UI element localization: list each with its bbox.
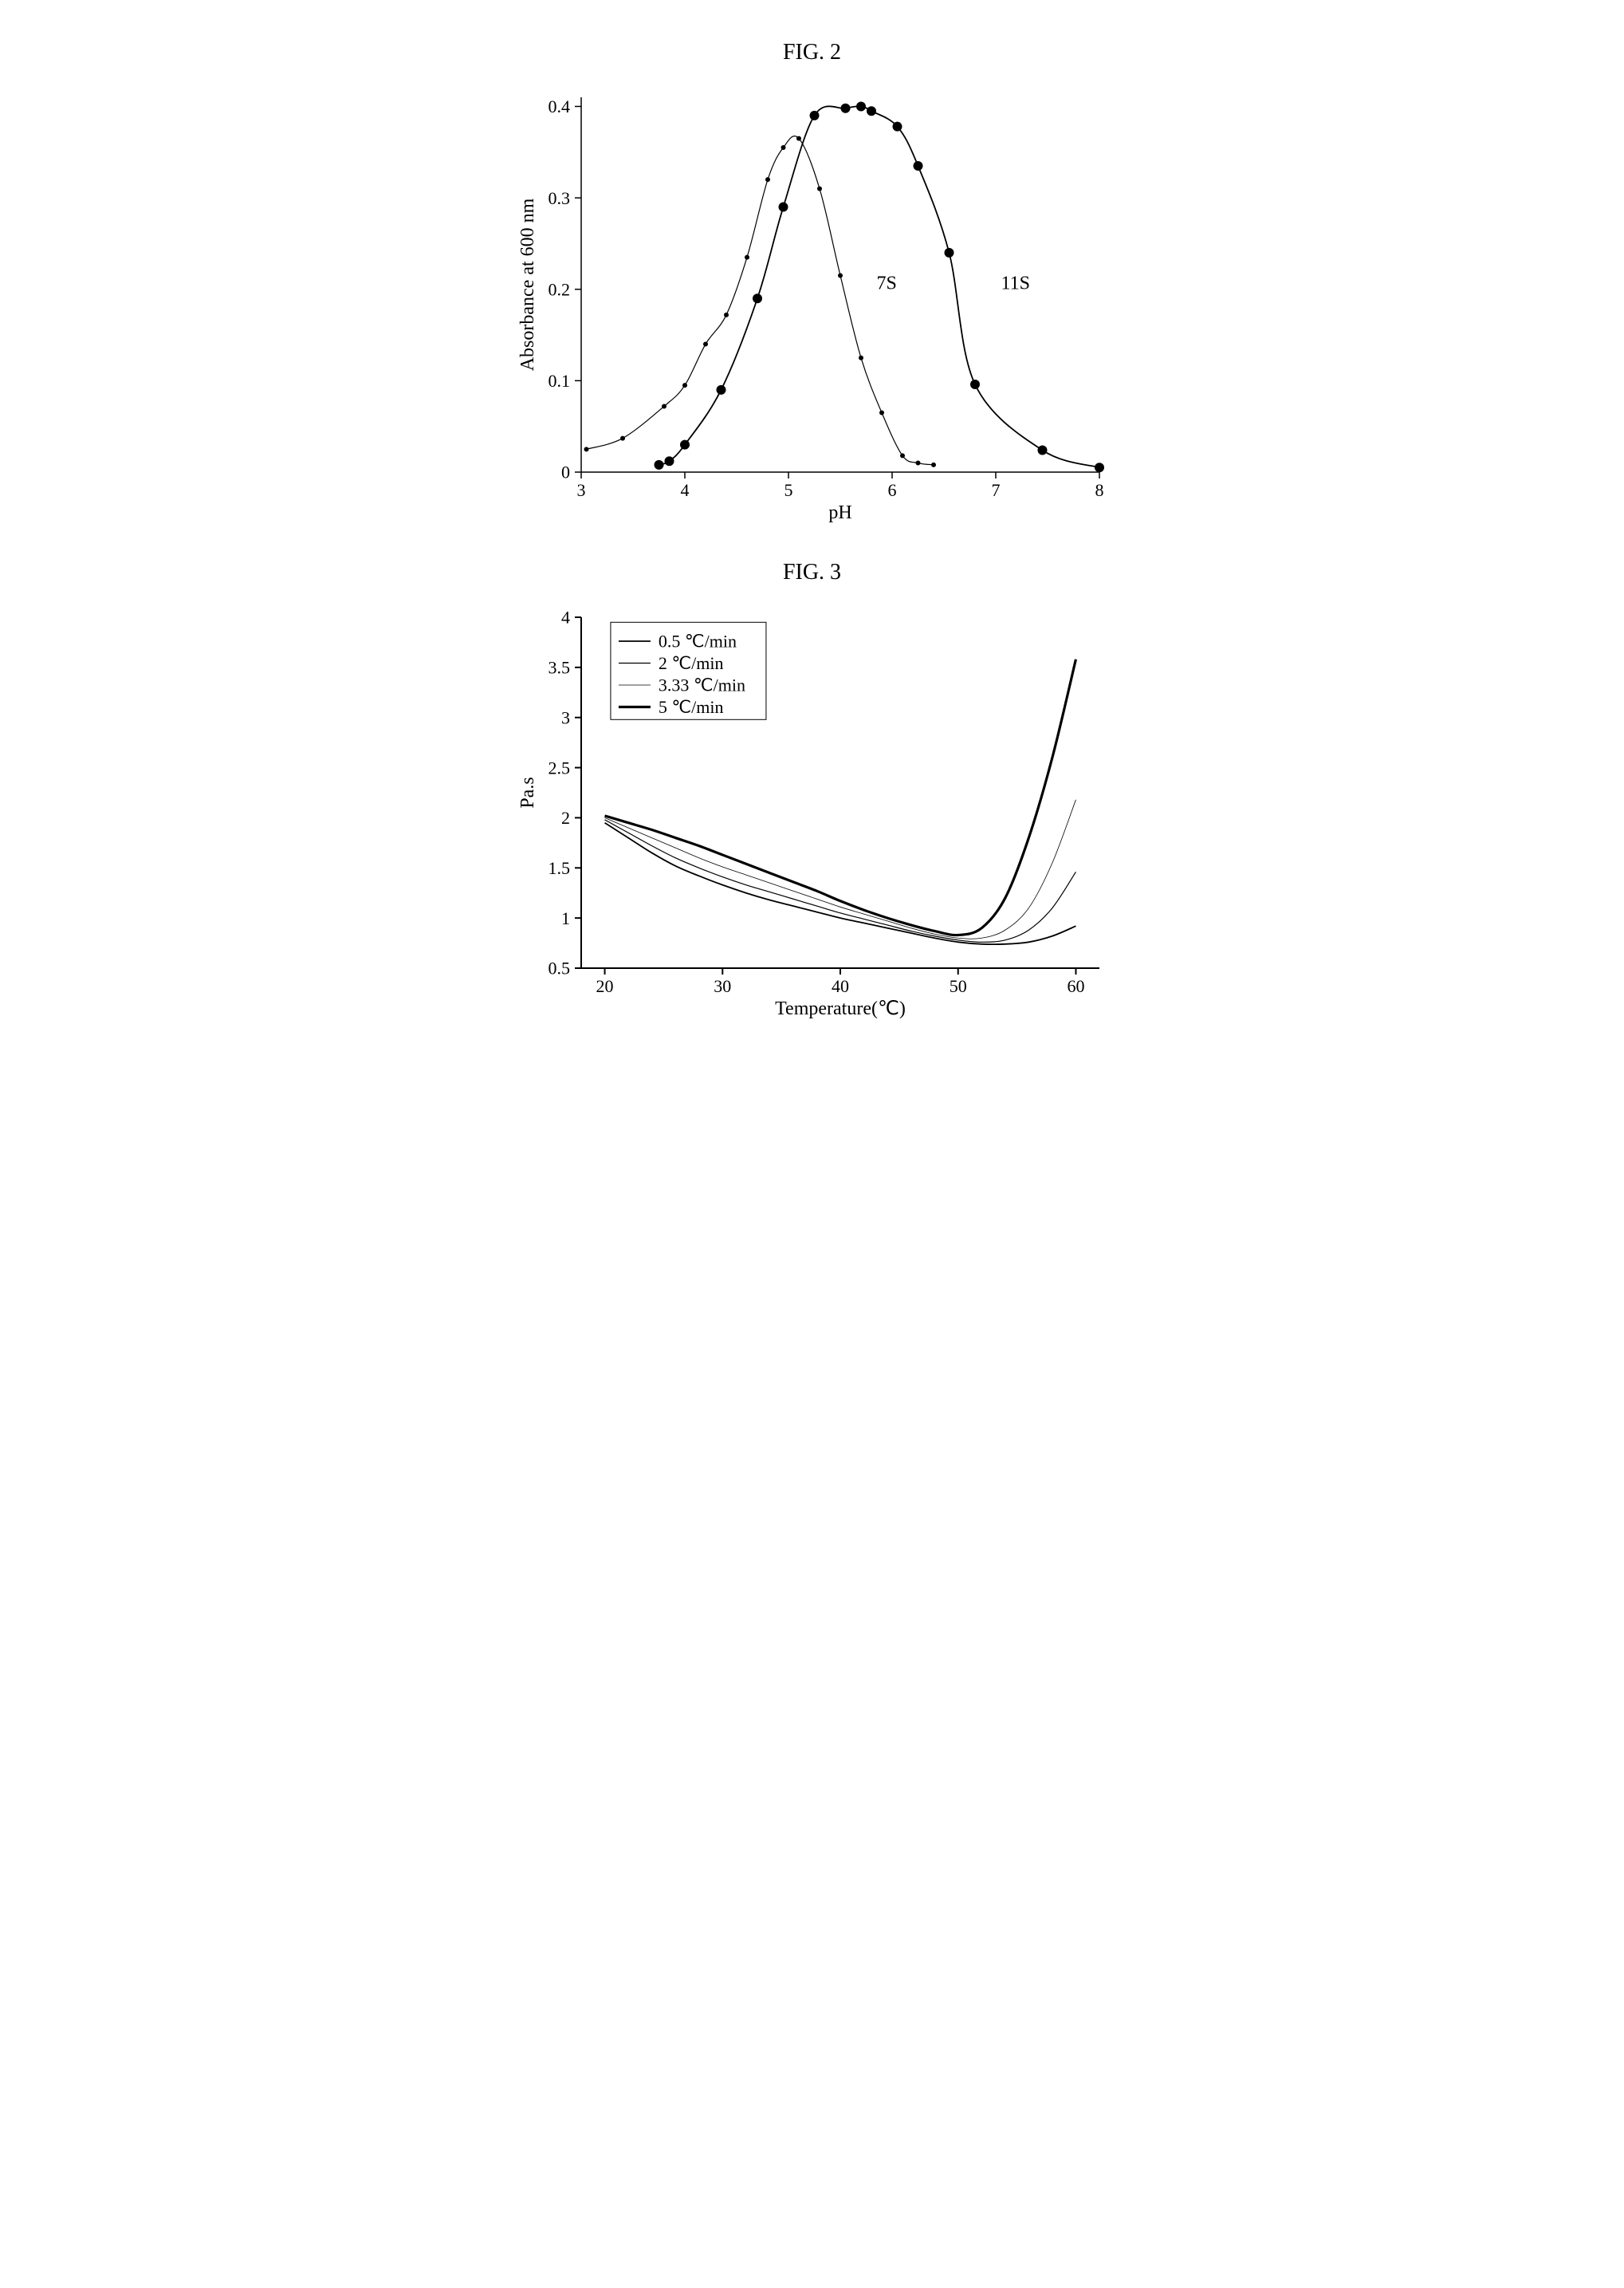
series-line-r05 [604,823,1075,944]
y-tick-label: 1 [561,908,570,928]
series-marker-11S [753,293,762,303]
series-marker-7S [662,404,667,408]
x-axis-label: Temperature(℃) [775,998,906,1019]
fig3-chart: 20 30 40 50 60 0.5 1 1.5 2 2.5 3 3.5 4 Temperature(℃)… [501,601,1123,1024]
y-axis-label: Absorbance at 600 nm [517,198,538,371]
legend-label-r05: 0.5 ℃/min [658,632,736,652]
series-marker-7S [703,342,708,347]
series-marker-11S [840,104,850,113]
fig2-title: FIG. 2 [454,40,1171,65]
series-marker-7S [900,453,905,458]
x-tick-label: 40 [832,976,849,996]
series-marker-7S [796,136,801,141]
y-tick-label: 4 [561,608,570,628]
series-marker-7S [682,383,687,388]
fig2-chart: 3 4 5 6 7 8 0 0.1 0.2 0.3 0.4 pH Absorbance at 600 n… [501,81,1123,528]
x-tick-label: 4 [680,480,689,500]
fig3-chart-block: 20 30 40 50 60 0.5 1 1.5 2 2.5 3 3.5 4 Temperature(℃)… [454,601,1171,1024]
series-marker-11S [944,248,954,258]
y-tick-label: 2 [561,808,570,828]
x-tick-label: 50 [949,976,966,996]
x-tick-label: 60 [1067,976,1084,996]
series-marker-11S [867,106,876,116]
series-marker-11S [1037,445,1047,455]
page-container: FIG. 2 3 4 5 6 7 8 0 0.1 0.2 0.3 0.4 pH Absorbance a… [454,40,1171,1024]
series-marker-11S [680,440,690,450]
legend-label-r333: 3.33 ℃/min [658,675,745,695]
series-marker-11S [778,203,788,212]
series-marker-11S [856,101,866,111]
series-marker-7S [724,313,729,317]
series-marker-7S [781,145,785,150]
series-marker-7S [765,177,770,182]
series-marker-7S [620,436,625,441]
y-tick-label: 0.5 [548,959,570,979]
y-tick-label: 3 [561,707,570,727]
y-tick-label: 0 [561,463,570,482]
series-marker-11S [913,161,922,171]
series-marker-11S [970,380,980,389]
series-marker-7S [838,274,843,278]
series-marker-7S [745,255,749,260]
series-marker-11S [1095,463,1104,472]
x-tick-label: 30 [714,976,731,996]
fig2-chart-block: 3 4 5 6 7 8 0 0.1 0.2 0.3 0.4 pH Absorbance at 600 n… [454,81,1171,528]
annotation-11S: 11S [1001,274,1029,294]
x-tick-label: 20 [596,976,613,996]
x-axis-label: pH [828,502,851,523]
y-tick-label: 0.3 [548,188,570,208]
series-marker-11S [809,111,819,120]
y-tick-label: 0.1 [548,371,570,391]
y-axis-label: Pa.s [517,777,538,808]
annotation-7S: 7S [876,274,896,294]
y-tick-label: 0.4 [548,96,570,116]
series-marker-11S [892,122,902,132]
series-marker-7S [584,447,588,451]
x-tick-label: 6 [887,480,896,500]
x-tick-label: 7 [991,480,1000,500]
series-marker-11S [664,456,674,466]
series-marker-11S [716,385,725,395]
legend-label-r5: 5 ℃/min [658,697,723,717]
y-tick-label: 0.2 [548,279,570,299]
x-tick-label: 5 [784,480,792,500]
series-marker-7S [931,463,936,467]
series-marker-7S [879,410,884,415]
series-marker-7S [859,356,863,360]
x-tick-label: 3 [576,480,585,500]
series-marker-7S [915,461,920,466]
fig3-title: FIG. 3 [454,560,1171,585]
x-tick-label: 8 [1095,480,1103,500]
y-tick-label: 2.5 [548,758,570,778]
legend-label-r2: 2 ℃/min [658,653,723,673]
legend: 0.5 ℃/min2 ℃/min3.33 ℃/min5 ℃/min [610,622,765,719]
series-marker-7S [817,187,822,191]
y-tick-label: 3.5 [548,658,570,678]
series-marker-11S [654,460,663,470]
y-tick-label: 1.5 [548,858,570,878]
